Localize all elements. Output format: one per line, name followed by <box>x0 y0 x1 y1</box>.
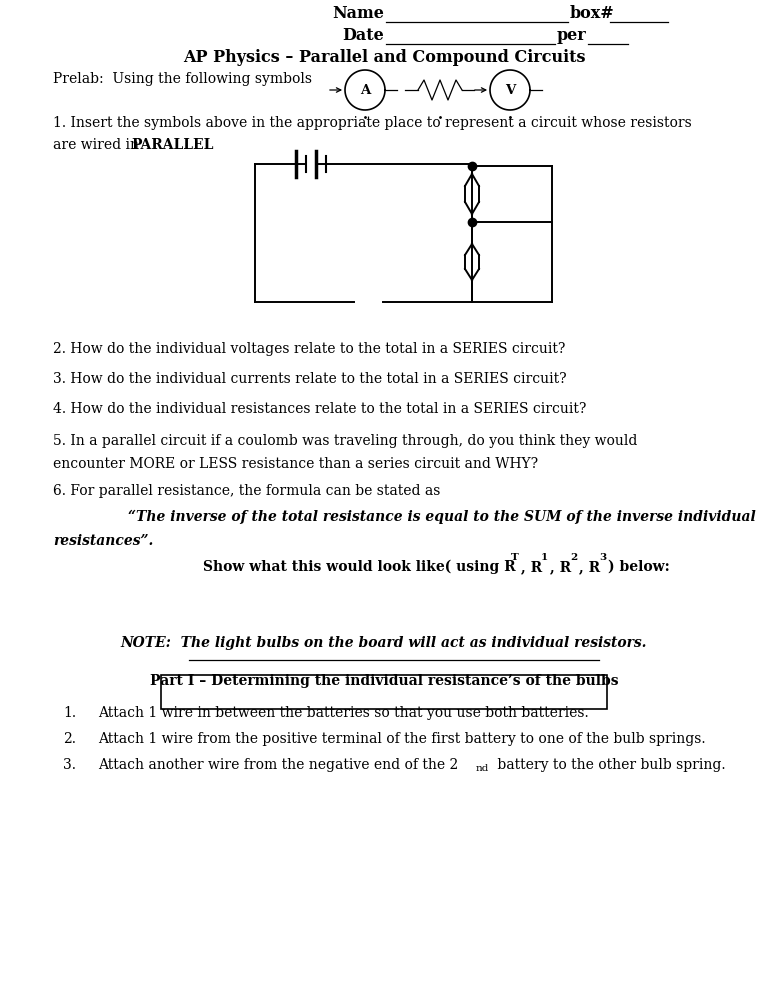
Text: “The inverse of the total resistance is equal to the SUM of the inverse individu: “The inverse of the total resistance is … <box>128 510 756 524</box>
Text: nd: nd <box>476 764 489 773</box>
Text: NOTE:  The light bulbs on the board will act as individual resistors.: NOTE: The light bulbs on the board will … <box>121 636 647 650</box>
Text: 5. In a parallel circuit if a coulomb was traveling through, do you think they w: 5. In a parallel circuit if a coulomb wa… <box>53 434 637 448</box>
Text: per: per <box>557 27 587 44</box>
Text: V: V <box>505 83 515 96</box>
Text: 3: 3 <box>599 553 606 562</box>
Text: PARALLEL: PARALLEL <box>131 138 214 152</box>
Text: AP Physics – Parallel and Compound Circuits: AP Physics – Parallel and Compound Circu… <box>183 49 585 66</box>
Text: T: T <box>511 553 518 562</box>
Text: box#: box# <box>570 5 614 22</box>
Text: Attach 1 wire from the positive terminal of the first battery to one of the bulb: Attach 1 wire from the positive terminal… <box>98 732 706 746</box>
Text: 2.: 2. <box>63 732 76 746</box>
Text: encounter MORE or LESS resistance than a series circuit and WHY?: encounter MORE or LESS resistance than a… <box>53 457 538 471</box>
Text: 1. Insert the symbols above in the appropriate place to represent a circuit whos: 1. Insert the symbols above in the appro… <box>53 116 692 130</box>
Text: Attach another wire from the negative end of the 2: Attach another wire from the negative en… <box>98 758 458 772</box>
Text: A: A <box>360 83 370 96</box>
Text: 1.: 1. <box>63 706 76 720</box>
Text: 2: 2 <box>570 553 578 562</box>
Text: resistances”.: resistances”. <box>53 534 154 548</box>
Text: are wired in: are wired in <box>53 138 144 152</box>
Text: 3.: 3. <box>63 758 76 772</box>
Text: 6. For parallel resistance, the formula can be stated as: 6. For parallel resistance, the formula … <box>53 484 440 498</box>
Text: Attach 1 wire in between the batteries so that you use both batteries.: Attach 1 wire in between the batteries s… <box>98 706 589 720</box>
Text: Date: Date <box>343 27 384 44</box>
Text: Show what this would look like( using R: Show what this would look like( using R <box>203 560 515 575</box>
Text: , R: , R <box>550 560 571 574</box>
Text: Prelab:  Using the following symbols: Prelab: Using the following symbols <box>53 72 312 86</box>
Text: , R: , R <box>521 560 542 574</box>
Text: 1: 1 <box>541 553 548 562</box>
Text: 4. How do the individual resistances relate to the total in a SERIES circuit?: 4. How do the individual resistances rel… <box>53 402 587 416</box>
Text: , R: , R <box>579 560 600 574</box>
Text: Name: Name <box>332 5 384 22</box>
Text: Part I – Determining the individual resistance’s of the bulbs: Part I – Determining the individual resi… <box>150 674 618 688</box>
Text: battery to the other bulb spring.: battery to the other bulb spring. <box>493 758 726 772</box>
Text: 3. How do the individual currents relate to the total in a SERIES circuit?: 3. How do the individual currents relate… <box>53 372 567 386</box>
Text: 2. How do the individual voltages relate to the total in a SERIES circuit?: 2. How do the individual voltages relate… <box>53 342 565 356</box>
Text: ) below:: ) below: <box>608 560 670 574</box>
